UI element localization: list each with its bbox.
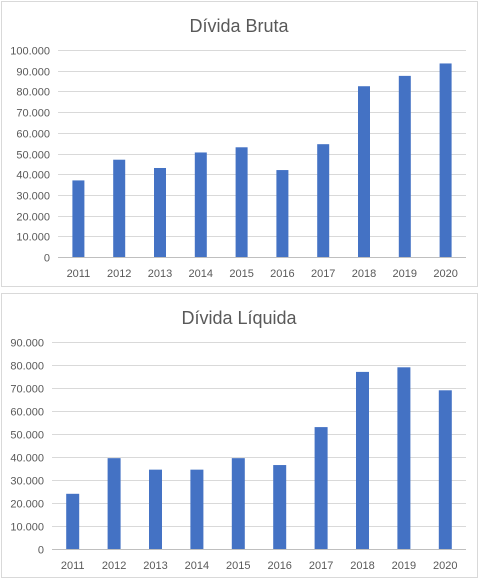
bar-2018 <box>356 371 369 549</box>
bar-2011 <box>72 180 85 257</box>
x-tick-label: 2014 <box>189 268 213 280</box>
bar-2013 <box>149 469 162 549</box>
bar-2014 <box>194 152 207 257</box>
bars <box>72 63 452 257</box>
y-tick-label: 20.000 <box>16 212 50 224</box>
y-tick-label: 30.000 <box>10 476 44 488</box>
x-tick-label: 2019 <box>393 268 417 280</box>
y-axis-ticks: 0 10.000 20.000 30.000 40.000 50.000 60.000 70.… <box>10 338 44 557</box>
x-tick-label: 2020 <box>433 268 457 280</box>
bar-2019 <box>397 367 411 549</box>
bar-2011 <box>66 493 80 549</box>
bar-2019 <box>398 75 411 257</box>
bar-2013 <box>154 167 166 257</box>
y-tick-label: 40.000 <box>16 170 50 182</box>
bar-2020 <box>439 63 452 257</box>
y-tick-label: 10.000 <box>10 522 44 534</box>
x-tick-label: 2019 <box>392 560 416 572</box>
bar-2015 <box>235 147 248 257</box>
y-axis-ticks: 0 10.000 20.000 30.000 40.000 50.000 60.000 70.… <box>10 46 50 265</box>
y-tick-label: 40.000 <box>10 453 44 465</box>
x-tick-label: 2018 <box>352 268 376 280</box>
bar-2014 <box>190 469 204 549</box>
x-tick-label: 2014 <box>185 560 209 572</box>
y-tick-label: 30.000 <box>16 191 50 203</box>
x-tick-label: 2012 <box>102 560 126 572</box>
x-tick-label: 2018 <box>350 560 374 572</box>
y-tick-label: 20.000 <box>10 499 44 511</box>
bar-2018 <box>358 86 370 257</box>
y-tick-label: 80.000 <box>10 361 44 373</box>
bar-2012 <box>113 159 126 257</box>
x-tick-label: 2012 <box>107 268 131 280</box>
gridlines <box>52 342 466 550</box>
x-tick-label: 2020 <box>433 560 457 572</box>
chart-title: Dívida Líquida <box>181 308 297 328</box>
bar-2012 <box>107 458 121 549</box>
x-axis-ticks: 2011 2012 2013 2014 2015 2016 2017 2018 2019 2020 <box>67 268 458 280</box>
y-tick-label: 100.000 <box>10 46 50 58</box>
x-tick-label: 2015 <box>226 560 250 572</box>
chart-divida-liquida: Dívida Líquida 0 10.000 20.000 30.000 40.000… <box>10 308 466 572</box>
bar-2020 <box>438 390 452 549</box>
y-tick-label: 90.000 <box>16 67 50 79</box>
x-tick-label: 2017 <box>311 268 335 280</box>
x-tick-label: 2013 <box>148 268 172 280</box>
bar-2015 <box>231 458 245 549</box>
y-tick-label: 0 <box>44 253 50 265</box>
gridlines <box>58 50 466 258</box>
y-tick-label: 90.000 <box>10 338 44 350</box>
x-tick-label: 2016 <box>270 268 294 280</box>
chart-title: Dívida Bruta <box>189 16 289 36</box>
x-tick-label: 2013 <box>143 560 167 572</box>
y-tick-label: 70.000 <box>16 108 50 120</box>
y-tick-label: 0 <box>38 545 44 557</box>
x-tick-label: 2011 <box>67 268 91 280</box>
y-tick-label: 80.000 <box>16 87 50 99</box>
bar-2016 <box>273 465 287 549</box>
bar-2017 <box>317 144 330 257</box>
x-axis-ticks: 2011 2012 2013 2014 2015 2016 2017 2018 2019 2020 <box>61 560 458 572</box>
chart-panel-divida-bruta: Dívida Bruta 0 10.000 20.000 30.000 40.000 50… <box>1 1 478 287</box>
y-tick-label: 70.000 <box>10 384 44 396</box>
chart-panel-divida-liquida: Dívida Líquida 0 10.000 20.000 30.000 40.000… <box>1 293 478 578</box>
y-tick-label: 60.000 <box>16 129 50 141</box>
y-tick-label: 50.000 <box>10 430 44 442</box>
bar-2017 <box>314 427 328 549</box>
chart-divida-bruta: Dívida Bruta 0 10.000 20.000 30.000 40.000 50… <box>10 16 466 280</box>
x-tick-label: 2011 <box>61 560 85 572</box>
x-tick-label: 2016 <box>267 560 291 572</box>
x-tick-label: 2017 <box>309 560 333 572</box>
y-tick-label: 10.000 <box>16 232 50 244</box>
bars <box>66 367 452 549</box>
y-tick-label: 50.000 <box>16 150 50 162</box>
y-tick-label: 60.000 <box>10 407 44 419</box>
x-tick-label: 2015 <box>229 268 253 280</box>
bar-2016 <box>276 170 289 257</box>
